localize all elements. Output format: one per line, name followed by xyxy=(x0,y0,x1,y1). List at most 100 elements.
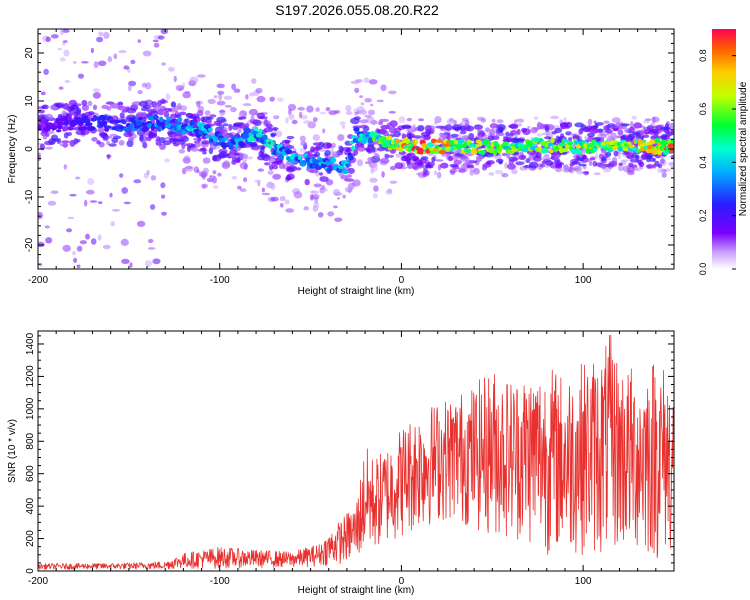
x-tick-label: -200 xyxy=(28,275,48,286)
spectrogram-cell xyxy=(45,36,51,43)
spectrogram-cell xyxy=(110,103,120,109)
spectrogram-cell xyxy=(380,84,387,91)
spectrogram-cell xyxy=(98,201,103,205)
spectrogram-cell xyxy=(505,131,510,137)
spectrogram-cell xyxy=(382,130,389,137)
spectrogram-cell xyxy=(216,100,226,106)
spectrogram-cell xyxy=(113,53,118,60)
spectrogram-cell xyxy=(212,176,217,184)
spectrogram-cell xyxy=(459,155,470,161)
spectrogram-cell xyxy=(58,117,66,122)
spectrogram-cell xyxy=(228,123,233,131)
spectrogram-cell xyxy=(342,169,349,175)
spectrogram-cell xyxy=(318,141,325,148)
spectrogram-cell xyxy=(670,155,674,159)
y-tick-label: 0 xyxy=(24,146,35,152)
colorbar-tick-label: 0.6 xyxy=(698,103,708,116)
spectrogram-cell xyxy=(62,244,71,252)
spectrogram-cell xyxy=(589,157,596,161)
spectrogram-cell xyxy=(310,146,315,153)
spectrogram-cell xyxy=(544,136,552,140)
spectrogram-cell xyxy=(643,129,650,133)
spectrogram-cell xyxy=(275,130,283,138)
spectrogram-cell xyxy=(127,85,132,92)
spectrogram-cell xyxy=(611,117,621,123)
spectrogram-cell xyxy=(312,194,320,200)
spectrogram-cell xyxy=(404,138,411,144)
spectrogram-cell xyxy=(233,88,241,93)
spectrogram-cell xyxy=(81,99,88,106)
spectrogram-cell xyxy=(440,162,449,169)
spectrogram-cell xyxy=(657,163,663,168)
spectrogram-cell xyxy=(315,107,320,112)
spectrogram-cell xyxy=(204,110,211,116)
spectrogram-cell xyxy=(459,125,466,131)
spectrogram-cell xyxy=(133,179,142,184)
spectrogram-cell xyxy=(67,115,72,122)
spectrogram-cell xyxy=(159,116,164,123)
spectrogram-cell xyxy=(448,155,453,162)
spectrogram-cell xyxy=(58,86,64,90)
spectrogram-cell xyxy=(337,168,343,173)
spectrogram-cell xyxy=(502,141,510,146)
spectrogram-cell xyxy=(363,77,370,83)
spectrogram-cell xyxy=(186,143,195,148)
spectrogram-cell xyxy=(528,161,539,169)
spectrogram-cell xyxy=(125,106,130,111)
spectrogram-cell xyxy=(468,133,475,140)
spectrogram-cell xyxy=(617,155,622,160)
spectrogram-cell xyxy=(357,159,363,167)
spectrogram-cell xyxy=(420,131,431,137)
spectrogram-cell xyxy=(137,116,144,121)
spectrogram-cell xyxy=(56,125,63,130)
spectrogram-cell xyxy=(406,117,412,122)
spectrogram-cell xyxy=(319,111,327,115)
spectrogram-cell xyxy=(359,95,363,98)
spectrogram-cell xyxy=(106,154,111,160)
spectrogram-cell xyxy=(322,128,326,134)
spectrogram-cell xyxy=(378,120,384,126)
spectrogram-cell xyxy=(81,61,89,64)
spectrogram-heatmap xyxy=(38,29,674,269)
spectrogram-cell xyxy=(475,155,485,160)
spectrogram-cell xyxy=(277,97,284,102)
spectrogram-cell xyxy=(435,159,444,162)
spectrogram-cell xyxy=(330,142,336,148)
x-tick-label: 100 xyxy=(575,576,592,587)
spectrogram-cell xyxy=(627,154,635,159)
spectrogram-cell xyxy=(72,250,76,256)
spectrogram-cell xyxy=(257,155,266,161)
spectrogram-cell xyxy=(465,159,474,164)
spectrogram-cell xyxy=(201,183,209,189)
spectrogram-cell xyxy=(285,208,295,213)
spectrogram-cell xyxy=(574,122,584,128)
spectrogram-cell xyxy=(519,151,524,156)
spectrogram-cell xyxy=(63,49,70,57)
spectrogram-cell xyxy=(207,127,213,132)
spectrogram-cell xyxy=(106,140,110,146)
spectrogram-cell xyxy=(387,154,394,158)
spectrogram-cell xyxy=(367,137,374,144)
spectrogram-cell xyxy=(369,177,378,183)
spectrogram-cell xyxy=(667,138,672,144)
spectrogram-cell xyxy=(92,88,101,92)
spectrogram-cell xyxy=(212,170,217,175)
spectrogram-cell xyxy=(539,163,546,168)
spectrogram-cell xyxy=(453,119,457,126)
spectrogram-cell xyxy=(237,185,242,190)
spectrogram-cell xyxy=(265,123,273,129)
spectrogram-cell xyxy=(653,131,659,136)
spectrogram-cell xyxy=(273,115,280,120)
spectrogram-cell xyxy=(364,114,372,118)
spectrogram-cell xyxy=(601,134,607,139)
spectrogram-cell xyxy=(239,141,245,147)
y-tick-label: -20 xyxy=(24,237,35,252)
spectrogram-cell xyxy=(262,134,268,141)
spectrogram-cell xyxy=(47,200,57,206)
spectrogram-cell xyxy=(193,166,200,174)
spectrogram-cell xyxy=(44,225,50,229)
spectrogram-cell xyxy=(91,137,98,142)
spectrogram-cell xyxy=(431,156,436,163)
spectrogram-cell xyxy=(44,140,54,146)
spectrogram-cell xyxy=(121,258,130,264)
